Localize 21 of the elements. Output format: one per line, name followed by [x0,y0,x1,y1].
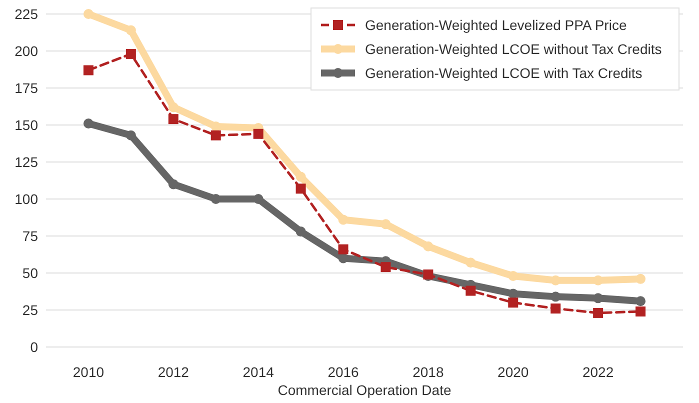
y-tick-label: 25 [22,302,38,318]
x-tick-label: 2010 [72,364,104,380]
x-tick-label: 2018 [412,364,444,380]
x-tick-label: 2022 [582,364,614,380]
x-tick-label: 2016 [328,364,360,380]
x-tick-label: 2014 [242,364,274,380]
x-tick-label: 2020 [498,364,529,380]
x-axis-title: Commercial Operation Date [278,382,452,398]
y-tick-label: 100 [14,190,38,207]
x-tick-label: 2012 [158,364,190,380]
y-tick-label: 75 [22,228,38,244]
y-tick-label: 225 [14,6,38,22]
y-tick-label: 50 [22,264,38,281]
y-tick-label: 125 [14,154,38,170]
legend-label: Generation-Weighted LCOE without Tax Credits [365,40,662,57]
y-tick-label: 175 [14,80,38,96]
y-tick-label: 0 [30,338,38,355]
legend-label: Generation-Weighted Levelized PPA Price [365,16,627,33]
y-tick-label: 150 [14,116,38,133]
legend-label: Generation-Weighted LCOE with Tax Credits [365,64,642,81]
y-tick-label: 200 [14,42,38,59]
